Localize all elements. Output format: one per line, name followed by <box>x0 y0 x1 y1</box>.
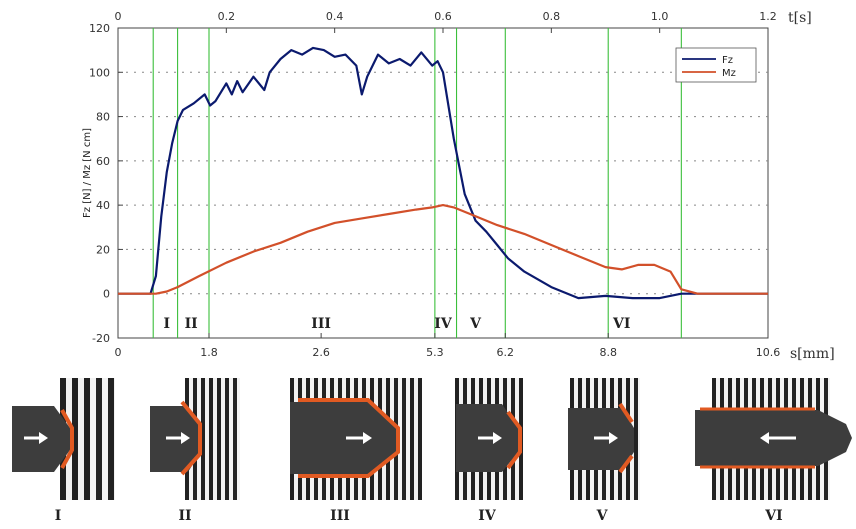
force-moment-chart: 120 100 80 60 40 20 0 -20 Fz [N] / Mz [N cm] 0 0.2… <box>82 10 835 362</box>
legend-label: Fz <box>722 55 733 66</box>
top-tick-label: 0.8 <box>543 10 561 23</box>
y-tick-label: 60 <box>96 155 110 168</box>
bottom-tick-label: 10.6 <box>756 346 781 359</box>
diagram-iii-stripe <box>402 378 406 500</box>
bottom-tick-label: 2.6 <box>312 346 330 359</box>
arrow-head-icon <box>39 432 48 444</box>
diagram-ii-contact <box>180 400 202 476</box>
y-tick-label: -20 <box>92 332 110 345</box>
series-line-mz <box>118 204 768 295</box>
y-tick-label: 100 <box>89 66 110 79</box>
diagram-i-stripe <box>84 378 90 500</box>
bottom-tick-label: 0 <box>115 346 122 359</box>
plot-area <box>117 27 769 339</box>
arrow-head-icon <box>493 432 502 444</box>
diagram-ii-stripe <box>209 378 213 500</box>
phase-label: II <box>185 316 198 332</box>
diagram-i-stripe <box>108 378 114 500</box>
diagram-label: V <box>596 508 609 524</box>
diagram-label: II <box>178 508 191 524</box>
arrow-head-icon <box>363 432 372 444</box>
diagram-label: VI <box>764 508 782 524</box>
diagram-i-stripe <box>72 378 78 500</box>
arrow-head-icon <box>609 432 618 444</box>
arrow-head-icon <box>181 432 190 444</box>
diagram-i-contact <box>60 409 74 469</box>
series-line-fz <box>118 46 768 300</box>
y-tick-label: 0 <box>103 288 110 301</box>
phase-label: IV <box>434 316 453 332</box>
phase-diagrams: I II III IV V VI <box>12 378 852 524</box>
diagram-i-stripe <box>96 378 102 500</box>
bottom-tick-label: 5.3 <box>426 346 444 359</box>
diagram-iii-stripe <box>418 378 422 500</box>
diagram-iii-contact <box>298 398 400 478</box>
bottom-tick-label: 6.2 <box>497 346 515 359</box>
top-tick-label: 0.2 <box>218 10 236 23</box>
y-tick-label: 40 <box>96 199 110 212</box>
diagram-iii-tool <box>290 402 396 474</box>
diagram-label: IV <box>478 508 497 524</box>
y-axis-label: Fz [N] / Mz [N cm] <box>82 128 93 218</box>
diagram-v-contact-top <box>618 402 634 424</box>
diagram-iii-stripe <box>410 378 414 500</box>
arrow-head-icon <box>760 432 769 444</box>
diagram-ii-stripe <box>217 378 221 500</box>
diagram-v-contact-bottom <box>618 454 634 474</box>
top-tick-label: 1.0 <box>651 10 669 23</box>
bottom-tick-label: 1.8 <box>200 346 218 359</box>
legend-label: Mz <box>722 68 736 79</box>
diagram-label: I <box>55 508 62 524</box>
bottom-tick-label: 8.8 <box>599 346 617 359</box>
top-tick-label: 0 <box>115 10 122 23</box>
top-tick-label: 0.6 <box>434 10 452 23</box>
diagram-ii-stripe <box>201 378 205 500</box>
top-tick-label: 1.2 <box>759 10 777 23</box>
y-tick-label: 80 <box>96 111 110 124</box>
phase-label: I <box>163 316 170 332</box>
diagram-ii-stripe <box>225 378 229 500</box>
bottom-axis-unit: s[mm] <box>790 346 835 362</box>
top-tick-label: 0.4 <box>326 10 344 23</box>
diagram-iv-contact <box>506 410 522 470</box>
phase-label: III <box>311 316 331 332</box>
top-axis-unit: t[s] <box>788 10 812 26</box>
legend-box <box>675 47 757 83</box>
diagram-label: III <box>330 508 350 524</box>
diagram-ii-stripe <box>233 378 237 500</box>
y-tick-label: 20 <box>96 243 110 256</box>
y-tick-label: 120 <box>89 22 110 35</box>
phase-label: VI <box>612 316 630 332</box>
diagram-v-stripe <box>634 378 638 500</box>
phase-label: V <box>469 316 482 332</box>
